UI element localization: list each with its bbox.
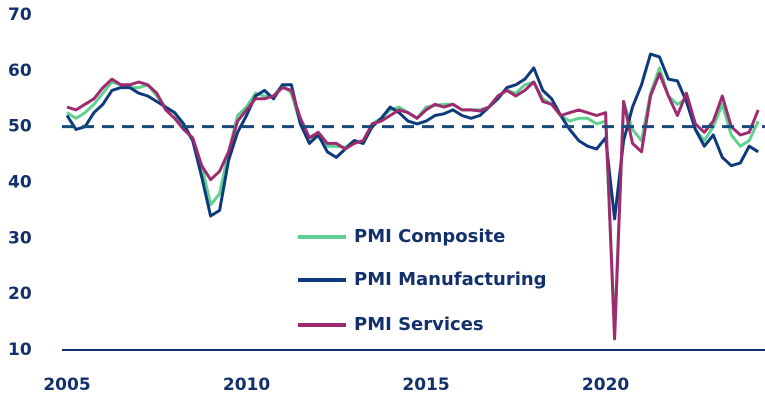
x-tick-label: 2005 — [43, 375, 90, 395]
y-tick-label: 70 — [8, 5, 32, 25]
x-tick-label: 2015 — [402, 375, 449, 395]
series-line — [65, 52, 759, 221]
x-tick-label: 2020 — [582, 375, 629, 395]
y-tick-label: 60 — [8, 61, 32, 81]
y-tick-label: 50 — [8, 117, 32, 137]
y-tick-label: 10 — [8, 340, 32, 360]
y-tick-label: 40 — [8, 173, 32, 193]
y-tick-label: 20 — [8, 284, 32, 304]
legend-label: PMI Services — [354, 314, 484, 335]
series-line — [66, 66, 760, 332]
legend-label: PMI Manufacturing — [354, 269, 547, 290]
legend-label: PMI Composite — [354, 226, 505, 247]
series-line — [66, 72, 760, 341]
x-tick-label: 2010 — [223, 375, 270, 395]
y-tick-label: 30 — [8, 228, 32, 248]
